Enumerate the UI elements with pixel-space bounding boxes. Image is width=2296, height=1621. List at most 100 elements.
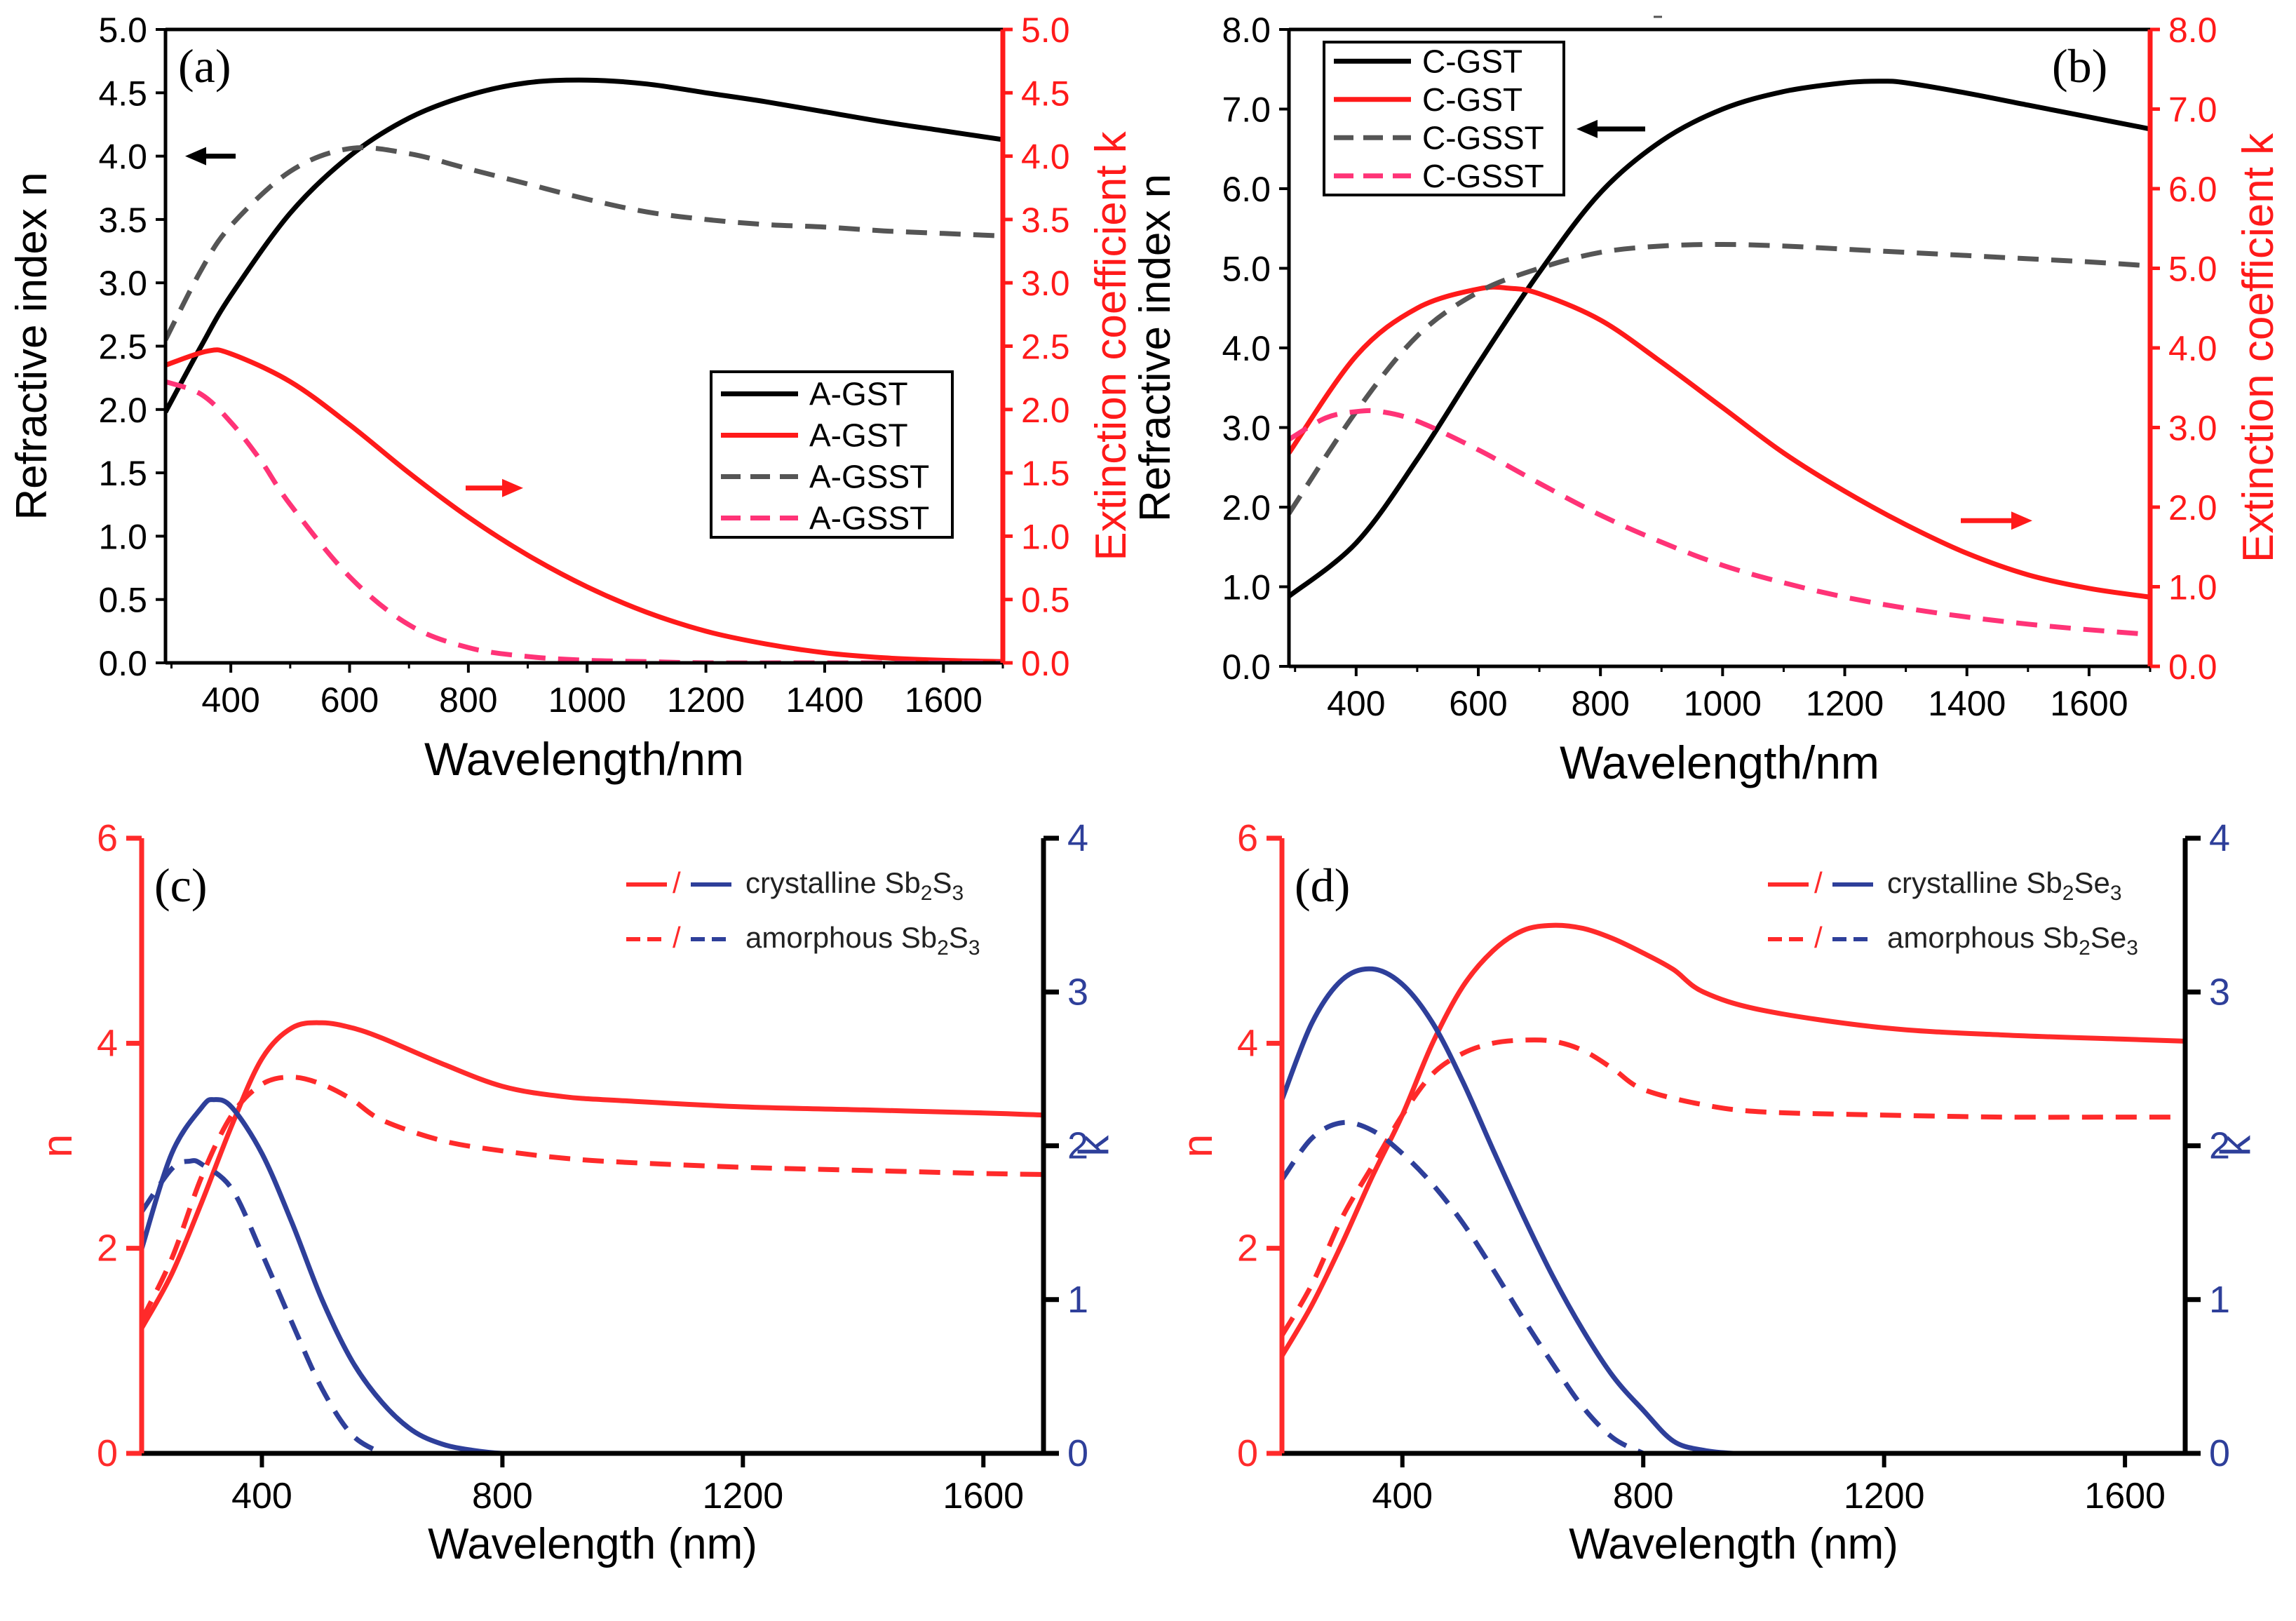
legend-label: C-GSST: [1422, 158, 1544, 194]
right-tick-label: 0.0: [2168, 647, 2217, 687]
series-line-b-0: [1289, 79, 2150, 598]
x-axis-title: Wavelength/nm: [1560, 736, 1879, 788]
left-tick-label: 2: [1237, 1227, 1258, 1270]
x-axis-title: Wavelength (nm): [1569, 1520, 1898, 1568]
panel-label: (c): [154, 859, 207, 912]
legend-label-part: crystalline: [1887, 866, 2026, 899]
axis-arrow-right-head: [502, 478, 523, 497]
right-tick-label: 4.0: [2168, 329, 2217, 368]
left-tick-label: 2: [97, 1227, 118, 1270]
legend-label-part: amorphous: [1887, 921, 2043, 954]
legend-label: A-GSST: [809, 459, 929, 495]
series-line-d-3: [1282, 1119, 1645, 1453]
left-tick-label: 3.5: [98, 201, 147, 240]
legend-label-part: 2: [2079, 936, 2091, 960]
right-tick-label: 2.0: [2168, 488, 2217, 527]
legend-label: amorphous Sb2Se3: [1887, 921, 2138, 960]
right-tick-label: 4.0: [1021, 137, 1070, 177]
legend-label-part: Sb: [2043, 921, 2079, 954]
left-tick-label: 4.0: [98, 137, 147, 177]
right-axis-title: Extinction coefficient k: [1087, 130, 1135, 560]
right-tick-label: 2.0: [1021, 391, 1070, 430]
legend-label: crystalline Sb2S3: [745, 866, 964, 905]
left-tick-label: 4.0: [1222, 329, 1271, 368]
legend-label-part: 3: [952, 882, 964, 905]
x-tick-label: 1600: [905, 680, 982, 720]
right-tick-label: 2.5: [1021, 328, 1070, 367]
axis-arrow-left-head: [1576, 119, 1598, 138]
legend-label-part: S: [932, 866, 952, 899]
legend-label-part: 2: [2062, 882, 2074, 905]
chart-panel-b: 400 600 800 1000 1200 1400 1600 0.0 1.0 2.0 3.0 4.0…: [1131, 11, 2283, 788]
left-tick-label: 3.0: [1222, 409, 1271, 448]
x-tick-label: 800: [1613, 1476, 1674, 1516]
chart-panel-a: 400 600 800 1000 1200 1400 1600 0.0 0.5 1.0 1.5 2.0…: [8, 11, 1135, 785]
legend-separator: /: [673, 921, 681, 954]
right-tick-label: 0: [2209, 1432, 2230, 1474]
legend-box: [1323, 41, 1565, 196]
series-line-c-3: [142, 1158, 384, 1453]
series-line-d-0: [1282, 922, 2185, 1357]
left-tick-label: 6.0: [1222, 170, 1271, 209]
x-tick-label: 400: [1372, 1476, 1433, 1516]
right-tick-label: 3.0: [1021, 264, 1070, 303]
x-tick-label: 1200: [702, 1476, 783, 1516]
x-tick-label: 1000: [548, 680, 626, 720]
left-tick-label: 5.0: [1222, 250, 1271, 289]
left-tick-label: 4.5: [98, 74, 147, 113]
legend-separator: /: [1814, 921, 1823, 954]
right-tick-label: 1: [1067, 1279, 1088, 1321]
left-tick-label: 5.0: [98, 11, 147, 50]
left-tick-label: 2.0: [98, 391, 147, 430]
right-tick-label: 0.0: [1021, 644, 1070, 683]
legend-label: A-GST: [809, 417, 908, 454]
right-tick-label: 0: [1067, 1432, 1088, 1474]
left-tick-label: 2.0: [1222, 488, 1271, 527]
left-tick-label: 0: [97, 1432, 118, 1474]
left-tick-label: 3.0: [98, 264, 147, 303]
left-tick-label: 0.0: [1222, 647, 1271, 687]
right-tick-label: 2: [1067, 1125, 1088, 1167]
x-tick-label: 1400: [1928, 684, 2006, 723]
legend-label-part: crystalline: [745, 866, 884, 899]
x-axis-title: Wavelength (nm): [428, 1520, 757, 1568]
right-tick-label: 8.0: [2168, 11, 2217, 50]
left-axis-title: Refractive index n: [8, 172, 56, 520]
panel-label: (b): [2052, 39, 2107, 93]
x-tick-label: 800: [472, 1476, 533, 1516]
x-tick-label: 400: [201, 680, 259, 720]
legend-label-part: S: [949, 921, 968, 954]
left-tick-label: 7.0: [1222, 90, 1271, 130]
legend-label: amorphous Sb2S3: [745, 921, 980, 960]
legend-label-part: amorphous: [745, 921, 901, 954]
x-tick-label: 600: [1449, 684, 1507, 723]
right-tick-label: 1.0: [2168, 568, 2217, 607]
x-tick-label: 600: [320, 680, 379, 720]
x-tick-label: 1000: [1684, 684, 1762, 723]
series-line-a-0: [166, 77, 1003, 414]
legend-label-part: 2: [937, 936, 949, 960]
legend-label-part: Se: [2074, 866, 2109, 899]
legend-label-part: Sb: [2026, 866, 2062, 899]
legend-separator: /: [673, 866, 681, 899]
left-axis-title: n: [34, 1134, 81, 1157]
chart-panel-d: 400 800 1200 1600 0 2 4 6 0 1 2 3 4 Wavelength (nm) n k…: [1174, 817, 2259, 1568]
left-tick-label: 4: [1237, 1022, 1258, 1064]
axis-arrow-left-head: [185, 147, 206, 166]
left-tick-label: 8.0: [1222, 11, 1271, 50]
series-line-b-3: [1289, 408, 2150, 638]
left-tick-label: 0.5: [98, 581, 147, 620]
x-tick-label: 400: [231, 1476, 292, 1516]
right-tick-label: 4.5: [1021, 74, 1070, 113]
right-axis-title: Extinction coefficient k: [2234, 133, 2283, 563]
x-axis-title: Wavelength/nm: [424, 733, 744, 785]
x-tick-label: 1600: [2050, 684, 2128, 723]
x-tick-label: 1600: [2084, 1476, 2166, 1516]
left-tick-label: 6: [97, 817, 118, 859]
right-tick-label: 1: [2209, 1279, 2230, 1321]
left-tick-label: 1.5: [98, 454, 147, 493]
series-group: [142, 1020, 1044, 1453]
right-tick-label: 4: [2209, 817, 2230, 859]
right-tick-label: 6.0: [2168, 170, 2217, 209]
